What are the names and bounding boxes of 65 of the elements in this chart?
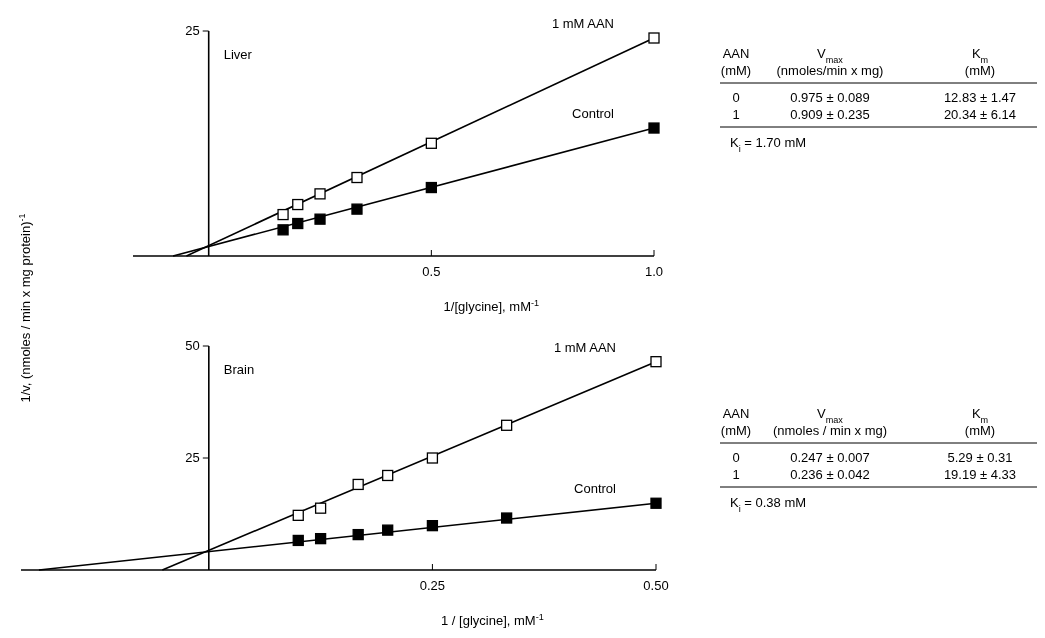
point (382, 469, 394, 482)
x-axis-title: 1/[glycine], mM$^{-1}$ (443, 298, 540, 314)
text: (mM) (964, 423, 996, 438)
text: (nmoles/min x mg) (776, 63, 884, 78)
text: 0.247 ± 0.007 (790, 450, 870, 465)
point (648, 32, 660, 44)
text: (mM) (720, 423, 752, 438)
point (314, 213, 326, 225)
point (292, 509, 304, 521)
x-axis-title: 1 / [glycine], mM$^{-1}$ (441, 612, 544, 628)
point (314, 532, 327, 545)
point (277, 208, 289, 221)
text: (mM) (720, 63, 752, 78)
text: Control (574, 481, 617, 497)
text: 1 (732, 107, 740, 122)
text: 0 (732, 90, 740, 105)
text: K$_{i}$ = 1.70 mM (730, 135, 807, 154)
text: 12.83 ± 1.47 (943, 90, 1017, 105)
point (314, 502, 327, 514)
text: AAN (722, 406, 750, 421)
text: 5.29 ± 0.31 (947, 450, 1013, 465)
point (426, 452, 439, 464)
point (382, 524, 394, 536)
point (277, 224, 289, 236)
text: 20.34 ± 6.14 (943, 107, 1017, 122)
point (650, 356, 662, 368)
text: 1 (732, 467, 740, 482)
point (351, 203, 363, 215)
point (425, 137, 437, 149)
point (426, 520, 439, 532)
point (650, 497, 662, 509)
point (500, 419, 513, 431)
point (292, 198, 304, 211)
x-tick-label: 0.25 (419, 578, 446, 593)
text: AAN (722, 46, 750, 61)
text: 1 mM AAN (551, 16, 614, 31)
text: (mM) (964, 63, 996, 78)
y-tick-label: 50 (185, 338, 200, 353)
text: K$_{i}$ = 0.38 mM (730, 495, 807, 514)
point (500, 512, 513, 524)
text: K$_{m}$ (971, 406, 989, 425)
text: V$_{max}$ (817, 46, 844, 65)
text: 0.909 ± 0.235 (790, 107, 870, 122)
text: V$_{max}$ (817, 406, 844, 425)
point (292, 217, 304, 230)
x-tick-label: 0.50 (643, 578, 669, 593)
point (352, 528, 364, 541)
point (314, 188, 326, 200)
text: (nmoles / min x mg) (772, 423, 888, 438)
text: K$_{m}$ (971, 46, 989, 65)
text: 0.236 ± 0.042 (790, 467, 870, 482)
x-tick-label: 0.5 (422, 264, 441, 279)
point (425, 181, 437, 194)
x-tick-label: 1.0 (644, 264, 664, 279)
text: 0.975 ± 0.089 (790, 90, 870, 105)
text: 0 (732, 450, 740, 465)
point (648, 122, 660, 134)
text: 19.19 ± 4.33 (943, 467, 1017, 482)
text: Control (572, 106, 615, 122)
point (352, 478, 364, 491)
text: 1 mM AAN (553, 339, 616, 355)
text: Brain (223, 362, 255, 377)
point (351, 171, 363, 184)
text: Liver (223, 47, 253, 62)
point (292, 534, 304, 547)
